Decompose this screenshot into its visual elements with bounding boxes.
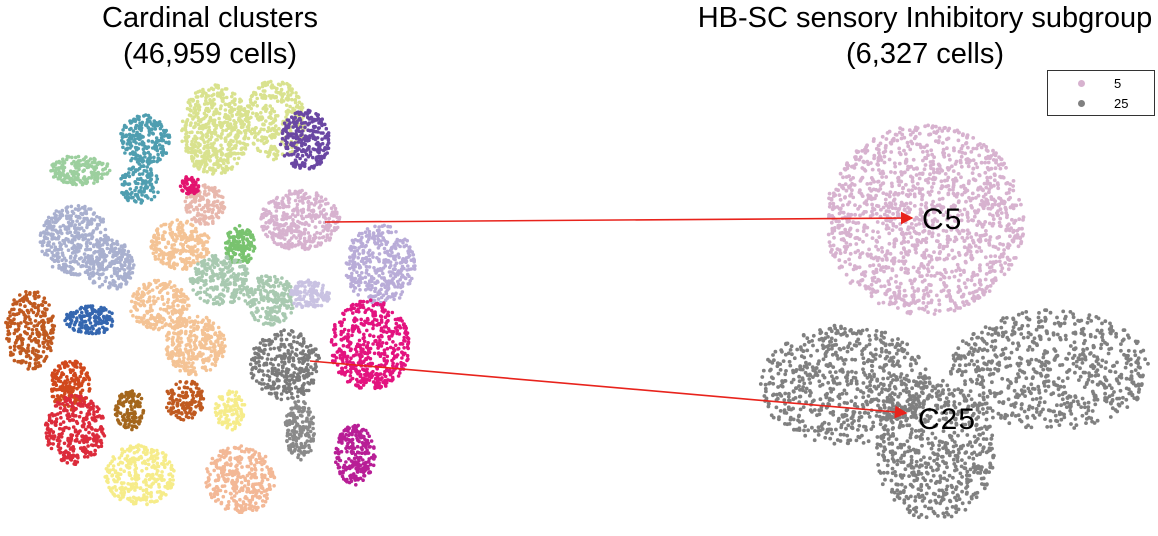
cluster-c25-points-left [758,323,932,446]
left-panel-title: Cardinal clusters (46,959 cells) [60,0,360,72]
cluster-c5-points [826,123,1026,316]
arrows [309,211,914,419]
cluster-c25-points-right [948,308,1150,430]
cluster-blob-29 [103,443,176,507]
cluster-blob-0 [180,83,251,176]
left-title-line1: Cardinal clusters [102,2,318,34]
cluster-blob-31 [213,389,247,432]
cluster-blob-18 [63,304,115,336]
cluster-blob-16 [288,278,332,310]
cardinal-clusters-tsne [4,79,417,514]
cluster-blob-20 [164,314,227,377]
left-title-line2: (46,959 cells) [122,38,298,70]
subgroup-tsne [758,123,1150,520]
cluster-blob-25 [113,389,146,432]
cluster-blob-11 [149,218,211,271]
cluster-blob-2 [119,113,172,166]
legend-swatch-25 [1078,99,1085,107]
cluster-blob-17 [4,290,57,371]
cluster-blob-4 [49,154,112,187]
arrow-c25 [309,360,908,419]
cluster-blob-15 [243,274,296,327]
cluster-blob-21 [248,328,322,402]
cluster-blob-12 [183,183,227,226]
cluster-blob-3 [119,164,160,205]
cluster-blob-22 [329,298,411,391]
legend-item-5: 5 [1048,74,1121,92]
cluster-blob-28 [333,423,377,487]
legend-label-5: 5 [1114,75,1122,91]
legend: 5 25 [1047,70,1155,116]
cluster-blob-24 [43,394,107,467]
cluster-blob-9 [344,223,417,307]
cluster-blob-14 [188,253,250,307]
legend-item-25: 25 [1048,94,1128,112]
legend-label-25: 25 [1114,95,1129,111]
cluster-blob-6 [38,204,111,277]
cluster-blob-7 [84,238,136,291]
cluster-blob-30 [204,444,277,514]
cluster-blob-13 [178,175,201,196]
cluster-blob-19 [129,278,191,332]
arrow-c5 [324,211,914,225]
callout-c5: C5 [922,203,963,236]
right-title-line1: HB-SC sensory Inhibitory subgroup [697,2,1153,34]
cluster-blob-8 [259,188,342,252]
right-panel-title: HB-SC sensory Inhibitory subgroup (6,327… [690,0,1158,72]
cluster-c25-points-bottom [875,378,996,520]
right-title-line2: (6,327 cells) [846,38,1004,70]
legend-swatch-5 [1078,79,1085,87]
callout-c25: C25 [918,403,977,436]
cluster-blob-27 [283,399,317,462]
cluster-blob-26 [165,379,206,422]
cluster-blob-5 [278,108,331,171]
